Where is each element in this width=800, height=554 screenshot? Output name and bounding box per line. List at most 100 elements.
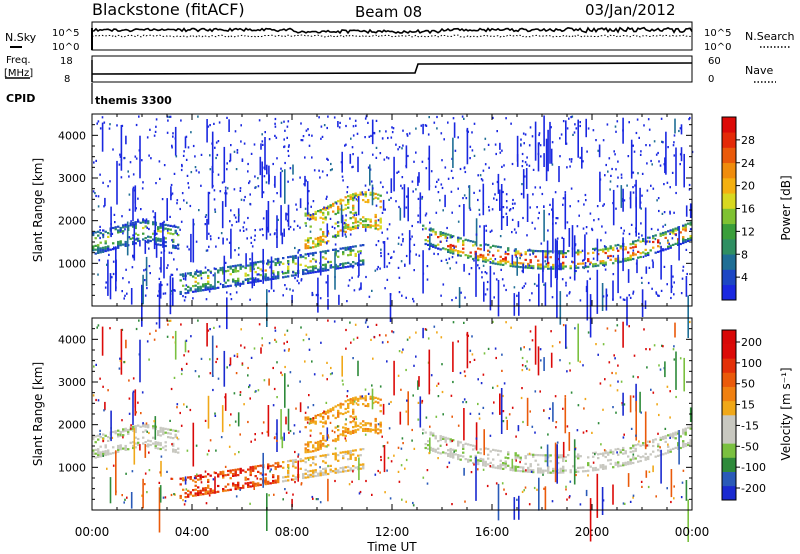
velocity-cell (111, 436, 114, 439)
velocity-cell (359, 422, 362, 425)
velocity-cell (386, 441, 389, 444)
power-cell (369, 164, 371, 186)
power-cell (217, 286, 220, 289)
velocity-cell (312, 450, 315, 453)
power-cell (505, 212, 508, 215)
velocity-cell (597, 353, 599, 356)
velocity-cell (142, 442, 145, 445)
power-cell (279, 261, 282, 264)
power-cell (128, 208, 131, 211)
velocity-cell (642, 455, 645, 458)
velocity-cell (244, 476, 247, 479)
power-cell (662, 225, 664, 228)
velocity-cell (144, 425, 147, 428)
velocity-cell (514, 465, 517, 468)
velocity-cell (429, 425, 431, 428)
power-cell (573, 131, 576, 134)
power-cell (184, 272, 187, 281)
power-cell (684, 229, 687, 232)
power-cell (261, 140, 264, 143)
power-cell (266, 226, 269, 229)
power-cell (152, 223, 155, 226)
velocity-cell (364, 429, 367, 432)
velocity-cell (352, 338, 355, 341)
power-cell (137, 239, 140, 242)
velocity-cell (597, 468, 600, 471)
velocity-cell (654, 438, 657, 441)
power-cell (484, 260, 487, 263)
velocity-cell (290, 478, 293, 481)
power-cell (657, 294, 659, 297)
velocity-cell (390, 460, 393, 463)
velocity-cell (689, 439, 692, 442)
velocity-cell (573, 439, 576, 485)
velocity-cell (227, 489, 230, 492)
power-cell (573, 235, 576, 281)
power-cell (473, 122, 476, 125)
power-cell (299, 256, 302, 259)
velocity-cell (585, 489, 588, 497)
power-cell (160, 256, 162, 273)
velocity-cell (294, 478, 297, 481)
velocity-cell (157, 430, 160, 433)
power-cell (292, 259, 295, 262)
power-cell (492, 262, 495, 265)
power-cell (153, 134, 156, 137)
velocity-cell (565, 488, 567, 491)
velocity-cell (97, 450, 100, 453)
power-cell (174, 229, 177, 232)
power-cell (283, 228, 285, 237)
power-cell (149, 236, 152, 239)
power-cell (299, 198, 302, 209)
power-cell (544, 252, 547, 255)
velocity-cell (662, 435, 665, 439)
velocity-cell (390, 400, 392, 404)
velocity-cell (194, 475, 197, 478)
freq-tick-low: 8 (64, 74, 70, 85)
power-cell (259, 279, 262, 282)
power-cell (517, 252, 520, 255)
velocity-cell (152, 442, 155, 445)
velocity-cell (154, 446, 157, 450)
velocity-cell (302, 473, 305, 476)
velocity-cell (622, 446, 625, 450)
power-cell (352, 204, 355, 207)
power-cell (337, 209, 340, 212)
velocity-cell (359, 395, 362, 398)
power-cell (173, 172, 176, 175)
power-cell (380, 254, 382, 258)
velocity-cell (243, 403, 245, 406)
power-cell (123, 297, 125, 300)
velocity-cell (639, 456, 642, 459)
velocity-cell (342, 430, 345, 433)
power-cell (289, 225, 292, 229)
velocity-cell (319, 447, 322, 450)
power-cell (254, 278, 257, 281)
power-cell (688, 183, 691, 187)
velocity-cell (359, 397, 362, 400)
noise-right-tick-high: 10^5 (704, 28, 731, 39)
velocity-cell (254, 484, 257, 487)
power-cell (281, 169, 284, 173)
power-cell (392, 127, 395, 130)
velocity-cell (557, 471, 560, 474)
power-cell (347, 198, 350, 202)
power-cell (647, 236, 650, 239)
velocity-cell (614, 463, 617, 466)
power-cell (294, 277, 296, 280)
velocity-cell (248, 384, 251, 387)
power-cell (349, 251, 352, 254)
velocity-cell (253, 347, 256, 350)
power-cell (493, 296, 495, 299)
velocity-cell (679, 435, 682, 438)
velocity-cell (312, 461, 315, 465)
velocity-cell (307, 450, 310, 454)
power-cell (647, 251, 650, 255)
power-cell (312, 271, 315, 274)
power-cell (317, 270, 320, 273)
power-cell (594, 262, 597, 266)
power-cell (669, 244, 672, 247)
velocity-cell (347, 404, 350, 407)
power-cell (496, 180, 499, 184)
power-cell (519, 257, 521, 260)
